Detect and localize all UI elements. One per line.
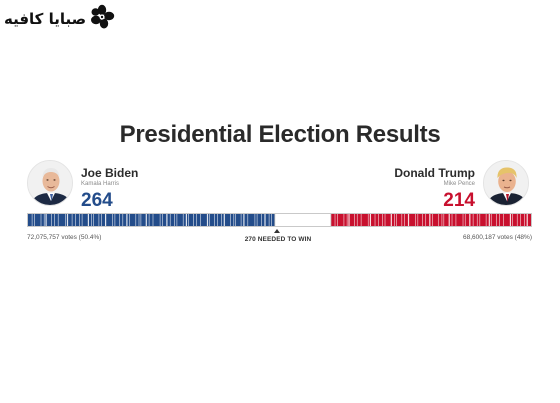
flower-logo-icon <box>89 4 115 35</box>
biden-popular-votes: 72,075,757 votes (50.4%) <box>27 234 102 241</box>
trump-running-mate: Mike Pence <box>443 181 475 187</box>
biden-running-mate: Kamala Harris <box>81 181 120 187</box>
threshold-marker-icon <box>274 229 280 233</box>
biden-name: Joe Biden <box>81 166 139 180</box>
trump-name: Donald Trump <box>394 166 475 180</box>
democrat-segment <box>28 214 275 226</box>
trump-electoral-votes: 214 <box>443 190 475 211</box>
logo-text: صبايا كافيه <box>4 10 87 28</box>
biden-electoral-votes: 264 <box>81 190 113 211</box>
site-logo: صبايا كافيه <box>4 4 115 34</box>
trump-popular-votes: 68,600,187 votes (48%) <box>462 234 532 241</box>
joe-biden-portrait-icon <box>27 160 73 206</box>
page-title: Presidential Election Results <box>119 121 441 148</box>
republican-segment <box>330 214 531 226</box>
donald-trump-portrait-icon <box>483 160 529 206</box>
electoral-vote-bar <box>27 213 532 227</box>
electoral-vote-bar-graphic <box>28 214 531 226</box>
threshold-label: 270 NEEDED TO WIN <box>244 236 312 243</box>
